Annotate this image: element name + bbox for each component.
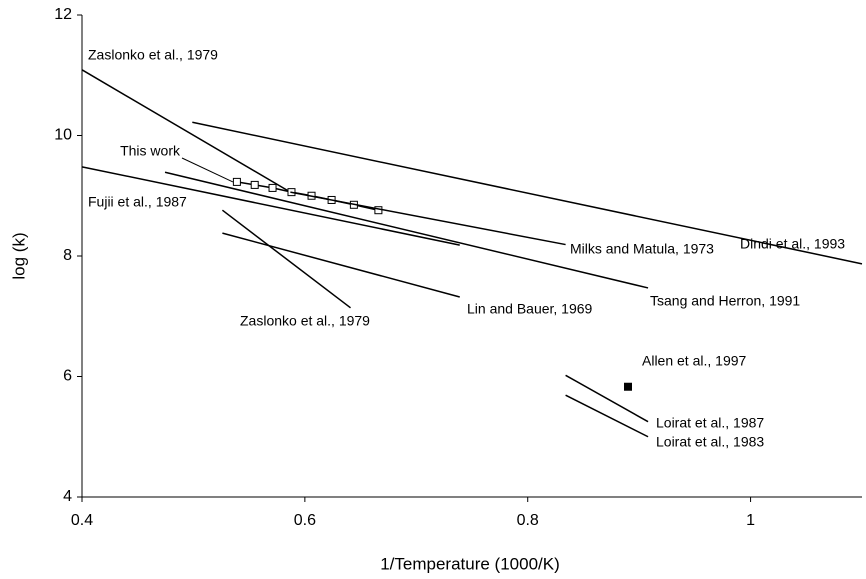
series-label: This work [120,143,181,159]
series-label: Dindi et al., 1993 [740,236,845,252]
series-line [290,191,566,246]
y-tick-label: 4 [63,488,72,505]
series-line [81,166,460,246]
point-marker [624,382,632,391]
series-line [222,232,460,298]
point-marker [232,177,241,186]
series-label: Allen et al., 1997 [642,353,747,369]
x-axis-title: 1/Temperature (1000/K) [380,554,560,573]
series-label: Fujii et al., 1987 [88,194,187,210]
x-tick-label: 1 [746,512,755,529]
series-label: Tsang and Herron, 1991 [650,293,800,309]
y-tick-label: 8 [63,247,72,264]
series-line [164,171,649,289]
series-label: Milks and Matula, 1973 [570,241,714,257]
x-tick-label: 0.8 [517,512,539,529]
series-line [192,121,863,265]
label-leader [181,157,234,183]
series-label: Zaslonko et al., 1979 [88,47,218,63]
series-label: Loirat et al., 1983 [656,434,764,450]
point-marker [268,183,277,192]
y-axis-title: log (k) [9,232,28,279]
y-tick-label: 12 [54,6,72,23]
series-label: Loirat et al., 1987 [656,415,764,431]
y-tick-label: 6 [63,368,72,385]
series-label: Lin and Bauer, 1969 [467,301,593,317]
series-line [221,209,351,309]
series-line [81,69,291,193]
point-marker [250,180,259,189]
series-label: Zaslonko et al., 1979 [240,313,370,329]
x-tick-label: 0.6 [294,512,316,529]
series-line [565,374,649,423]
series-line [565,394,649,438]
y-tick-label: 10 [54,127,72,144]
x-tick-label: 0.4 [71,512,93,529]
